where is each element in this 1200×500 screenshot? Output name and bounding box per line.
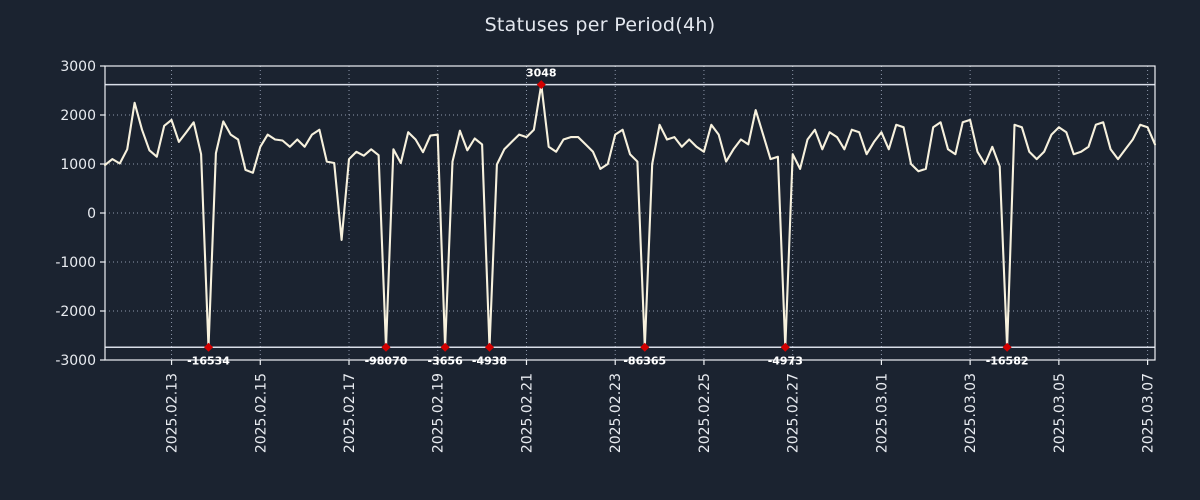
x-axis-label: 2025.02.25: [697, 373, 713, 453]
spike-annotation: -3656: [428, 354, 464, 367]
spike-annotation: -4938: [472, 354, 507, 367]
spike-marker: [640, 342, 650, 352]
series-line: [103, 83, 1157, 349]
x-axis-label: 2025.02.23: [608, 373, 624, 453]
y-axis-label: -2000: [55, 304, 96, 320]
spike-annotation: -16534: [187, 354, 230, 367]
x-axis-label: 2025.02.27: [786, 373, 802, 453]
spike-marker: [381, 342, 391, 352]
spike-marker: [1002, 342, 1012, 352]
spike-annotation: -4973: [768, 354, 803, 367]
spike-annotation: 3048: [526, 67, 557, 80]
spike-marker: [440, 342, 450, 352]
x-axis-label: 2025.03.01: [874, 373, 890, 453]
spike-annotation: -98070: [365, 354, 408, 367]
x-axis-label: 2025.03.05: [1052, 373, 1068, 453]
x-axis-label: 2025.03.07: [1141, 373, 1157, 453]
spike-marker: [204, 342, 214, 352]
y-axis-label: 0: [87, 206, 96, 222]
y-axis-label: -1000: [55, 255, 96, 271]
y-axis-label: 3000: [60, 59, 96, 75]
x-axis-label: 2025.02.17: [342, 373, 358, 453]
x-axis-label: 2025.02.13: [165, 373, 181, 453]
y-axis-label: 1000: [60, 157, 96, 173]
x-axis-label: 2025.02.21: [519, 373, 535, 453]
y-axis-label: 2000: [60, 108, 96, 124]
x-axis-label: 2025.02.19: [431, 373, 447, 453]
y-axis-label: -3000: [55, 353, 96, 369]
x-axis-label: 2025.03.03: [963, 373, 979, 453]
spike-annotation: -86365: [623, 354, 666, 367]
spike-marker: [536, 80, 546, 90]
spike-marker: [780, 342, 790, 352]
x-axis-label: 2025.02.15: [253, 373, 269, 453]
spike-marker: [485, 342, 495, 352]
spike-annotation: -16582: [986, 354, 1029, 367]
chart-title: Statuses per Period(4h): [484, 14, 716, 36]
